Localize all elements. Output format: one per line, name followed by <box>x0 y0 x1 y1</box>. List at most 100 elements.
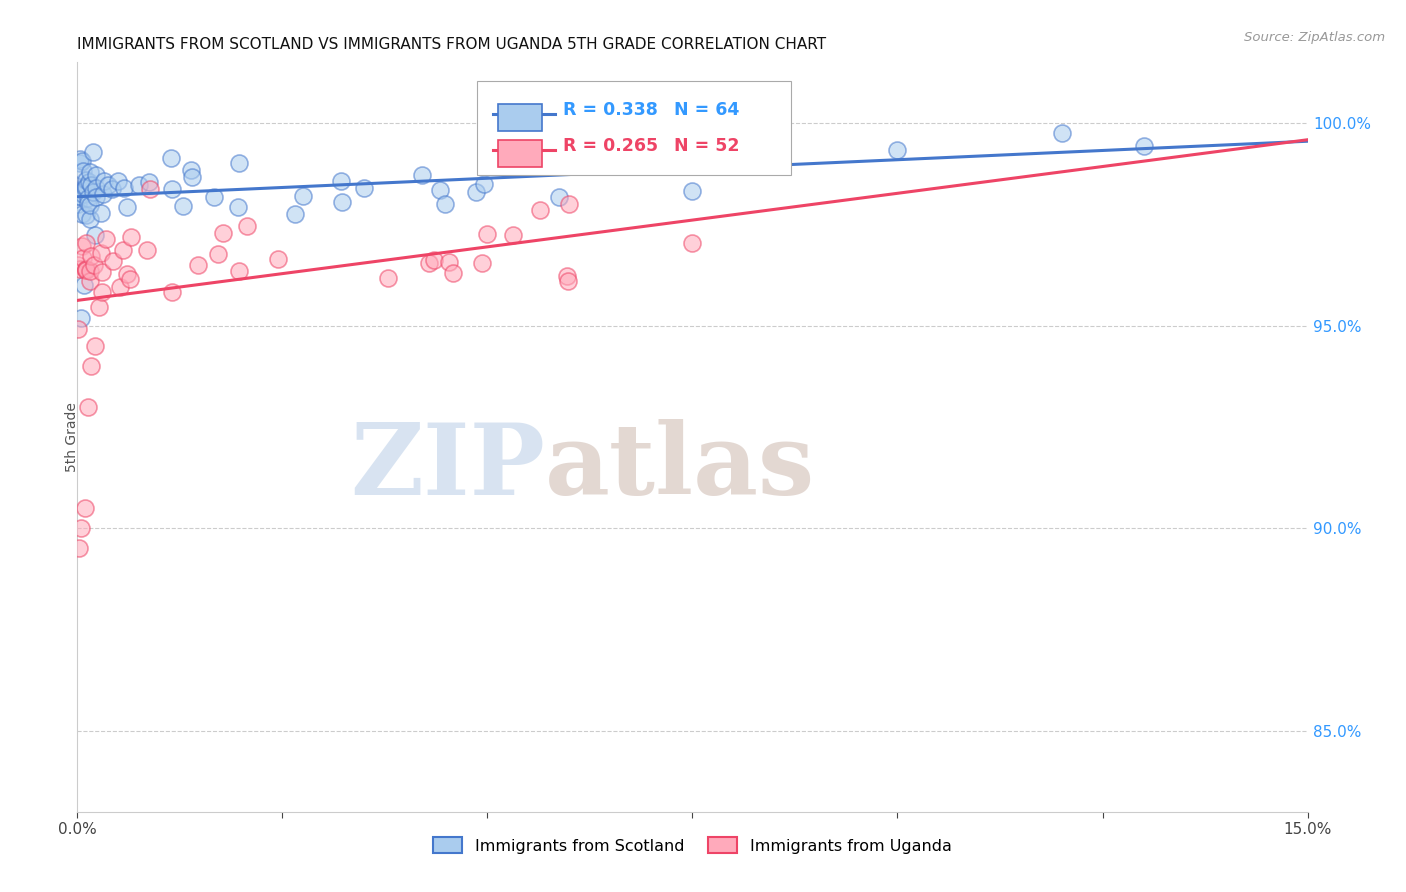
Point <box>70 238 93 252</box>
Point <box>93 174 115 188</box>
Point <box>292 189 315 203</box>
Point <box>67 189 90 203</box>
Point <box>73 178 96 193</box>
Point <box>70 153 93 168</box>
Point <box>79 264 101 278</box>
Point <box>80 178 103 193</box>
Point <box>112 180 135 194</box>
Point <box>82 145 104 159</box>
Point <box>67 322 90 336</box>
Point <box>79 275 101 289</box>
Point <box>330 174 353 188</box>
Point <box>202 190 225 204</box>
Point <box>84 168 107 182</box>
Point <box>90 285 112 299</box>
Text: N = 52: N = 52 <box>673 136 740 154</box>
Point <box>79 212 101 227</box>
Point <box>90 205 112 219</box>
Point <box>228 263 250 277</box>
Point <box>70 310 93 325</box>
Point <box>117 267 139 281</box>
Point <box>79 197 101 211</box>
Point <box>107 174 129 188</box>
Text: R = 0.265: R = 0.265 <box>564 136 658 154</box>
Point <box>91 186 114 201</box>
Point <box>472 177 495 191</box>
Point <box>67 258 90 272</box>
Point <box>330 195 353 210</box>
Point <box>82 185 104 199</box>
Point <box>411 169 433 183</box>
Point <box>429 183 451 197</box>
Point <box>75 262 97 277</box>
Y-axis label: 5th Grade: 5th Grade <box>65 402 79 472</box>
Point <box>1132 138 1154 153</box>
Point <box>90 265 114 279</box>
Point <box>160 151 183 165</box>
Point <box>212 226 235 240</box>
Point <box>284 207 307 221</box>
Point <box>228 155 250 169</box>
Point <box>72 163 94 178</box>
Point <box>226 201 249 215</box>
Text: R = 0.338: R = 0.338 <box>564 101 658 119</box>
Point <box>70 521 93 535</box>
Point <box>83 258 105 272</box>
Point <box>108 280 131 294</box>
Point <box>437 254 460 268</box>
Text: IMMIGRANTS FROM SCOTLAND VS IMMIGRANTS FROM UGANDA 5TH GRADE CORRELATION CHART: IMMIGRANTS FROM SCOTLAND VS IMMIGRANTS F… <box>77 37 827 52</box>
Point <box>77 190 100 204</box>
Point <box>101 254 124 268</box>
Point <box>75 263 97 277</box>
Point <box>77 196 100 211</box>
Point <box>89 301 111 315</box>
Point <box>558 148 581 162</box>
Point <box>441 266 464 280</box>
Point <box>75 500 97 515</box>
FancyBboxPatch shape <box>477 81 792 175</box>
Point <box>529 203 551 218</box>
Point <box>80 249 103 263</box>
Point <box>77 175 100 189</box>
Point <box>97 178 120 193</box>
Point <box>80 359 103 374</box>
Point <box>73 278 96 293</box>
Point <box>138 182 160 196</box>
Point <box>115 200 138 214</box>
Point <box>72 251 94 265</box>
Point <box>172 199 194 213</box>
Text: Source: ZipAtlas.com: Source: ZipAtlas.com <box>1244 31 1385 45</box>
Point <box>433 196 456 211</box>
Point <box>377 271 399 285</box>
Point <box>79 165 101 179</box>
Text: N = 64: N = 64 <box>673 101 740 119</box>
Legend: Immigrants from Scotland, Immigrants from Uganda: Immigrants from Scotland, Immigrants fro… <box>427 830 957 860</box>
Point <box>207 247 229 261</box>
Point <box>136 244 159 258</box>
Point <box>75 263 97 277</box>
Point <box>75 235 97 250</box>
Point <box>471 256 494 270</box>
Point <box>75 208 97 222</box>
Point <box>67 541 90 556</box>
Point <box>76 400 98 414</box>
Point <box>477 156 499 170</box>
Point <box>72 187 94 202</box>
Point <box>69 153 91 167</box>
Point <box>86 181 108 195</box>
Text: ZIP: ZIP <box>350 418 546 516</box>
Point <box>1050 126 1073 140</box>
Point <box>90 245 112 260</box>
Point <box>112 243 135 257</box>
Point <box>67 188 90 202</box>
Point <box>120 229 142 244</box>
Point <box>120 272 142 286</box>
Point <box>502 228 524 243</box>
Point <box>180 163 202 178</box>
Point <box>69 261 91 276</box>
Point <box>75 180 97 194</box>
Point <box>186 258 208 272</box>
Point <box>353 181 375 195</box>
Point <box>548 190 571 204</box>
Point <box>558 197 581 211</box>
